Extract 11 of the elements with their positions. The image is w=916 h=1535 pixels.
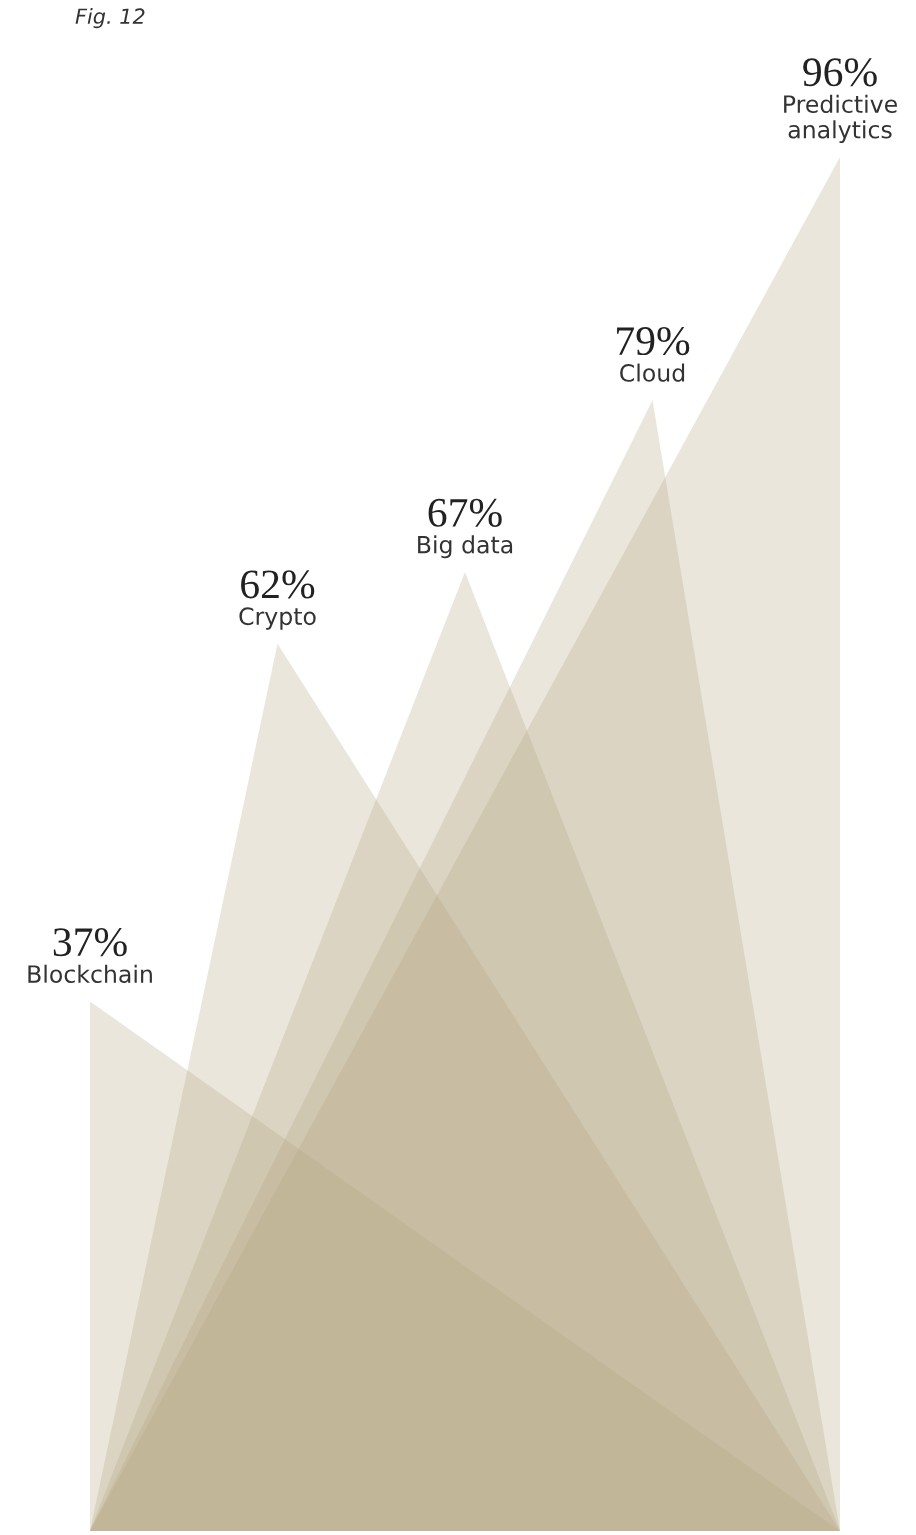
caption: Fig. 12 xyxy=(75,8,145,29)
category-label: Cloud xyxy=(620,363,685,382)
category-label: Crypto xyxy=(239,607,316,630)
category-label: Big data xyxy=(418,535,513,559)
data-label: 62% xyxy=(241,570,315,599)
data-label: 96% xyxy=(803,58,877,87)
data-label: 67% xyxy=(428,498,502,527)
data-label: 37% xyxy=(53,928,127,957)
category-label: Predictive analytics xyxy=(784,94,897,144)
data-label: 79% xyxy=(617,326,690,356)
category-label: Blockchain xyxy=(28,964,152,983)
